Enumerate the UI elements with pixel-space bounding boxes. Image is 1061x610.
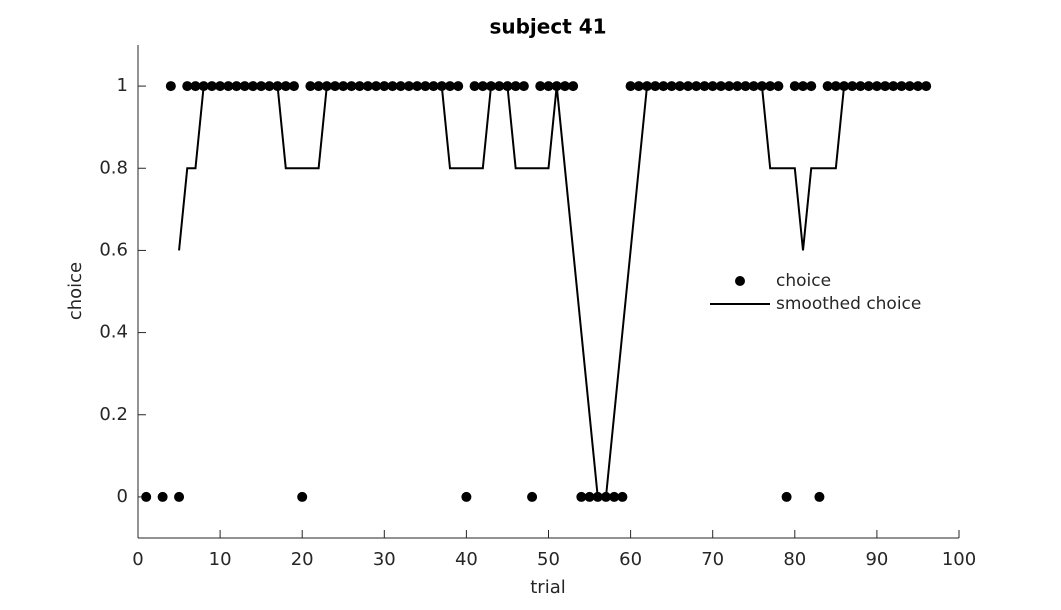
choice-point xyxy=(182,81,193,92)
x-axis-label: trial xyxy=(530,577,566,598)
choice-point xyxy=(633,81,644,92)
y-tick-label: 0 xyxy=(117,486,128,507)
choice-point xyxy=(477,81,488,92)
x-tick-label: 80 xyxy=(783,549,806,570)
choice-point xyxy=(453,81,464,92)
choice-point xyxy=(584,491,595,502)
choice-point xyxy=(190,81,201,92)
choice-point xyxy=(912,81,923,92)
choice-point xyxy=(174,491,185,502)
choice-point xyxy=(773,81,784,92)
y-tick-label: 0.2 xyxy=(99,404,128,425)
choice-point xyxy=(625,81,636,92)
choice-point xyxy=(822,81,833,92)
choice-point xyxy=(617,491,628,502)
choice-point xyxy=(165,81,176,92)
choice-point xyxy=(576,491,587,502)
x-tick-label: 100 xyxy=(942,549,976,570)
choice-point xyxy=(305,81,316,92)
choice-point xyxy=(280,81,291,92)
x-tick-label: 10 xyxy=(209,549,232,570)
y-tick-label: 1 xyxy=(117,75,128,96)
x-tick-label: 90 xyxy=(865,549,888,570)
choice-point xyxy=(789,81,800,92)
x-tick-label: 0 xyxy=(132,549,143,570)
choice-point xyxy=(313,81,324,92)
choice-point xyxy=(921,81,932,92)
choice-point xyxy=(806,81,817,92)
legend-marker xyxy=(735,276,745,286)
choice-point xyxy=(559,81,570,92)
x-tick-label: 70 xyxy=(701,549,724,570)
x-tick-label: 20 xyxy=(291,549,314,570)
choice-point xyxy=(609,491,620,502)
choice-point xyxy=(444,81,455,92)
choice-point xyxy=(527,491,538,502)
choice-point xyxy=(288,81,299,92)
x-tick-label: 30 xyxy=(373,549,396,570)
choice-point xyxy=(518,81,529,92)
y-tick-label: 0.6 xyxy=(99,239,128,260)
y-axis-label: choice xyxy=(65,262,86,320)
choice-point xyxy=(157,491,168,502)
x-tick-label: 40 xyxy=(455,549,478,570)
x-tick-label: 60 xyxy=(619,549,642,570)
choice-point xyxy=(765,81,776,92)
choice-point xyxy=(781,491,792,502)
choice-point xyxy=(141,491,152,502)
x-tick-label: 50 xyxy=(537,549,560,570)
choice-point xyxy=(535,81,546,92)
chart-title: subject 41 xyxy=(489,15,606,39)
choice-point xyxy=(830,81,841,92)
choice-point xyxy=(814,491,825,502)
choice-point xyxy=(543,81,554,92)
choice-point xyxy=(798,81,809,92)
smoothed-line xyxy=(178,85,910,498)
choice-point xyxy=(510,81,521,92)
legend-label: smoothed choice xyxy=(776,294,921,314)
choice-point xyxy=(568,81,579,92)
y-tick-label: 0.4 xyxy=(99,322,128,343)
legend-label: choice xyxy=(776,271,831,291)
y-tick-label: 0.8 xyxy=(99,157,128,178)
choice-point xyxy=(469,81,480,92)
choice-point xyxy=(461,491,472,502)
choice-point xyxy=(297,491,308,502)
